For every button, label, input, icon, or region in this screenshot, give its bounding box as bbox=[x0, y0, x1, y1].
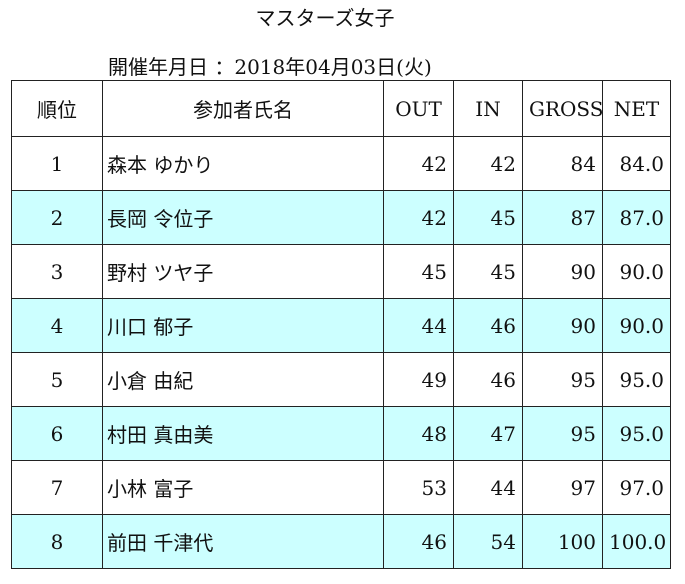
rank-cell: 7 bbox=[11, 460, 103, 515]
table-row: 8 前田 千津代 46 54 100 100.0 bbox=[11, 514, 671, 569]
event-date-separator: ： bbox=[214, 55, 235, 79]
gross-cell: 84 bbox=[522, 136, 603, 191]
gross-cell: 95 bbox=[522, 352, 603, 407]
name-cell: 長岡 令位子 bbox=[102, 190, 384, 245]
name-cell: 前田 千津代 bbox=[102, 514, 384, 569]
event-date: 開催年月日 ：2018年04月03日(火) bbox=[108, 55, 432, 79]
table-row: 3 野村 ツヤ子 45 45 90 90.0 bbox=[11, 244, 671, 299]
out-cell: 44 bbox=[383, 298, 454, 353]
page-title: マスターズ女子 bbox=[255, 6, 395, 30]
gross-cell: 90 bbox=[522, 244, 603, 299]
header-net: NET bbox=[602, 80, 671, 137]
net-cell: 90.0 bbox=[602, 298, 671, 353]
table-row: 4 川口 郁子 44 46 90 90.0 bbox=[11, 298, 671, 353]
name-cell: 川口 郁子 bbox=[102, 298, 384, 353]
rank-cell: 8 bbox=[11, 514, 103, 569]
results-table: 順位 参加者氏名 OUT IN GROSS NET 1 森本 ゆかり 42 42… bbox=[11, 80, 671, 569]
gross-cell: 95 bbox=[522, 406, 603, 461]
header-out: OUT bbox=[383, 80, 454, 137]
out-cell: 42 bbox=[383, 136, 454, 191]
header-gross: GROSS bbox=[522, 80, 603, 137]
header-name: 参加者氏名 bbox=[102, 80, 384, 137]
rank-cell: 6 bbox=[11, 406, 103, 461]
net-cell: 97.0 bbox=[602, 460, 671, 515]
header-in: IN bbox=[453, 80, 523, 137]
out-cell: 46 bbox=[383, 514, 454, 569]
in-cell: 45 bbox=[453, 190, 523, 245]
out-cell: 45 bbox=[383, 244, 454, 299]
name-cell: 小林 富子 bbox=[102, 460, 384, 515]
table-row: 2 長岡 令位子 42 45 87 87.0 bbox=[11, 190, 671, 245]
event-date-value: 2018年04月03日(火) bbox=[234, 55, 432, 79]
header-rank: 順位 bbox=[11, 80, 103, 137]
table-row: 7 小林 富子 53 44 97 97.0 bbox=[11, 460, 671, 515]
rank-cell: 5 bbox=[11, 352, 103, 407]
name-cell: 野村 ツヤ子 bbox=[102, 244, 384, 299]
in-cell: 44 bbox=[453, 460, 523, 515]
net-cell: 84.0 bbox=[602, 136, 671, 191]
header-row: 順位 参加者氏名 OUT IN GROSS NET bbox=[11, 80, 671, 137]
rank-cell: 3 bbox=[11, 244, 103, 299]
gross-cell: 97 bbox=[522, 460, 603, 515]
in-cell: 45 bbox=[453, 244, 523, 299]
in-cell: 46 bbox=[453, 298, 523, 353]
event-date-label: 開催年月日 bbox=[108, 55, 208, 79]
rank-cell: 1 bbox=[11, 136, 103, 191]
name-cell: 村田 真由美 bbox=[102, 406, 384, 461]
net-cell: 87.0 bbox=[602, 190, 671, 245]
out-cell: 48 bbox=[383, 406, 454, 461]
net-cell: 100.0 bbox=[602, 514, 671, 569]
in-cell: 42 bbox=[453, 136, 523, 191]
out-cell: 53 bbox=[383, 460, 454, 515]
rank-cell: 4 bbox=[11, 298, 103, 353]
gross-cell: 87 bbox=[522, 190, 603, 245]
net-cell: 95.0 bbox=[602, 352, 671, 407]
gross-cell: 90 bbox=[522, 298, 603, 353]
net-cell: 95.0 bbox=[602, 406, 671, 461]
table-row: 6 村田 真由美 48 47 95 95.0 bbox=[11, 406, 671, 461]
name-cell: 森本 ゆかり bbox=[102, 136, 384, 191]
gross-cell: 100 bbox=[522, 514, 603, 569]
table-row: 1 森本 ゆかり 42 42 84 84.0 bbox=[11, 136, 671, 191]
in-cell: 54 bbox=[453, 514, 523, 569]
out-cell: 49 bbox=[383, 352, 454, 407]
in-cell: 47 bbox=[453, 406, 523, 461]
table-row: 5 小倉 由紀 49 46 95 95.0 bbox=[11, 352, 671, 407]
name-cell: 小倉 由紀 bbox=[102, 352, 384, 407]
net-cell: 90.0 bbox=[602, 244, 671, 299]
in-cell: 46 bbox=[453, 352, 523, 407]
rank-cell: 2 bbox=[11, 190, 103, 245]
out-cell: 42 bbox=[383, 190, 454, 245]
